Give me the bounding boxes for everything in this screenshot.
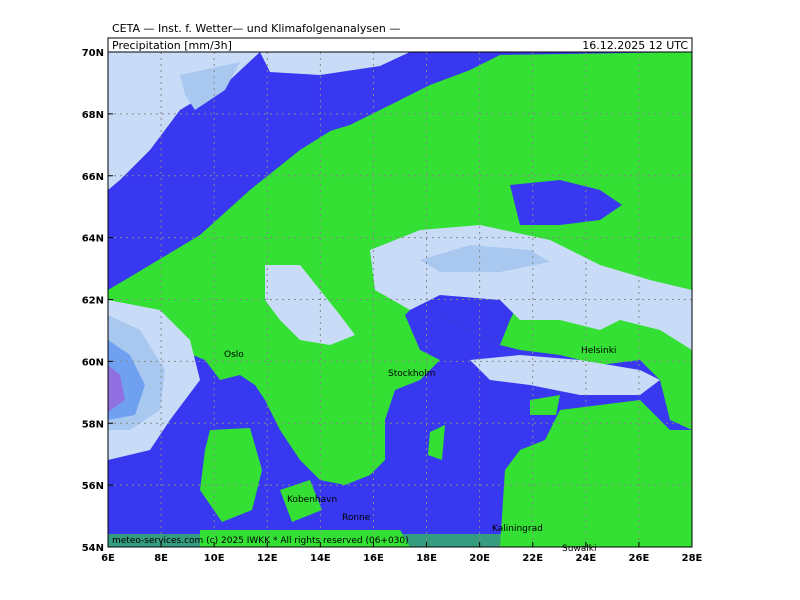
parameter-label: Precipitation [mm/3h] bbox=[112, 39, 232, 52]
latitude-label: 54N bbox=[82, 543, 104, 554]
city-label: Ronne bbox=[342, 513, 371, 523]
city-label: Stockholm bbox=[388, 369, 435, 379]
valid-time: 16.12.2025 12 UTC bbox=[582, 39, 688, 52]
city-label: Suwalki bbox=[562, 544, 597, 554]
precip-light bbox=[260, 52, 410, 75]
map-title: CETA — Inst. f. Wetter— und Klimafolgena… bbox=[112, 22, 400, 35]
baltic-states bbox=[500, 400, 692, 547]
longitude-label: 8E bbox=[154, 553, 168, 564]
longitude-label: 24E bbox=[575, 553, 596, 564]
footer: meteo-services.com (c) 2025 IWKK * All r… bbox=[112, 536, 409, 546]
finland-bay bbox=[510, 180, 622, 225]
zealand bbox=[280, 480, 322, 522]
latitude-label: 70N bbox=[82, 48, 104, 59]
gotland bbox=[428, 425, 445, 460]
footer-band bbox=[108, 534, 692, 547]
longitude-label: 14E bbox=[310, 553, 331, 564]
longitude-label: 12E bbox=[257, 553, 278, 564]
longitude-label: 10E bbox=[204, 553, 225, 564]
precip-medium bbox=[420, 245, 550, 272]
fjord-islands bbox=[290, 70, 410, 140]
jutland bbox=[200, 428, 262, 522]
city-label: Kobenhavn bbox=[287, 495, 337, 505]
longitude-label: 26E bbox=[629, 553, 650, 564]
longitude-label: 18E bbox=[416, 553, 437, 564]
latitude-label: 56N bbox=[82, 481, 104, 492]
map-area bbox=[108, 52, 692, 547]
city-label: Helsinki bbox=[581, 346, 616, 356]
longitude-label: 16E bbox=[363, 553, 384, 564]
precip-light bbox=[265, 265, 355, 345]
latitude-label: 62N bbox=[82, 296, 104, 307]
longitude-label: 28E bbox=[682, 553, 703, 564]
latitude-label: 60N bbox=[82, 357, 104, 368]
longitude-label: 20E bbox=[469, 553, 490, 564]
latitude-label: 64N bbox=[82, 234, 104, 245]
precip-light bbox=[108, 52, 260, 190]
city-label: Oslo bbox=[224, 350, 244, 360]
precip-light bbox=[470, 355, 660, 395]
precip-heavy bbox=[108, 365, 125, 412]
longitude-label: 22E bbox=[522, 553, 543, 564]
city-label: Kaliningrad bbox=[492, 524, 543, 534]
latitude-label: 66N bbox=[82, 172, 104, 183]
precip-medium bbox=[180, 62, 240, 110]
grid bbox=[108, 52, 692, 547]
longitude-label: 6E bbox=[101, 553, 115, 564]
latitude-label: 58N bbox=[82, 419, 104, 430]
saaremaa bbox=[530, 395, 560, 415]
latitude-label: 68N bbox=[82, 110, 104, 121]
